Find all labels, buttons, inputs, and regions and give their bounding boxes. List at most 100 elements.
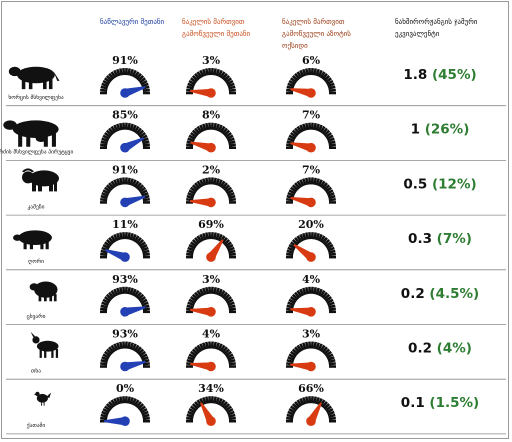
gauge-tick bbox=[296, 399, 303, 407]
gauge-tick bbox=[100, 416, 108, 421]
gauge-tick bbox=[131, 343, 137, 351]
total-number: 0.3 bbox=[408, 231, 437, 247]
gauge-tick bbox=[291, 239, 299, 246]
gauge-tick bbox=[221, 72, 228, 80]
chicken-icon-part bbox=[41, 401, 43, 406]
needle-pivot bbox=[206, 88, 216, 98]
gauge-tick bbox=[108, 237, 115, 245]
gauge-tick bbox=[108, 291, 115, 299]
gauge-tick bbox=[328, 359, 336, 364]
gauge-tick bbox=[328, 307, 336, 311]
percent-label: 66% bbox=[298, 382, 324, 395]
gauge-tick bbox=[141, 356, 149, 362]
gauge-tick bbox=[110, 289, 117, 298]
gauge-tick bbox=[116, 178, 121, 186]
gauge-tick bbox=[223, 239, 231, 246]
gauge-tick bbox=[119, 232, 123, 240]
gauge-tick bbox=[215, 397, 220, 405]
gauge-tick bbox=[187, 301, 195, 307]
gauge-tick bbox=[140, 353, 148, 359]
gauge-tick bbox=[328, 88, 336, 93]
needle-pivot bbox=[206, 307, 216, 317]
goat-icon-part bbox=[55, 348, 59, 358]
pig-icon bbox=[13, 230, 52, 250]
gauge-tick bbox=[127, 396, 131, 404]
chicken-icon-part bbox=[33, 393, 36, 396]
gauge-tick bbox=[294, 346, 301, 354]
gauge-needle bbox=[104, 417, 125, 426]
total-share: (4.5%) bbox=[429, 286, 479, 302]
gauge-tick bbox=[324, 296, 332, 303]
gauge-tick bbox=[119, 286, 123, 295]
gauge-tick bbox=[223, 403, 231, 410]
gauge-tick bbox=[186, 249, 194, 254]
total-value: 0.2 (4.5%) bbox=[401, 286, 479, 302]
gauge-tick bbox=[227, 410, 235, 416]
gauge-tick bbox=[219, 71, 226, 79]
gauge-tick bbox=[129, 68, 134, 77]
gauge-tick bbox=[319, 344, 326, 352]
gauge-tick bbox=[100, 197, 108, 202]
gauge-tick bbox=[326, 298, 334, 305]
gauge-tick bbox=[319, 289, 326, 298]
gauge-tick bbox=[205, 122, 209, 131]
buffalo-icon-part bbox=[38, 182, 42, 192]
gauge-tick bbox=[328, 85, 336, 90]
beef-cattle-icon-part bbox=[28, 78, 33, 90]
buffalo-icon-part bbox=[32, 182, 36, 192]
needle-pivot bbox=[306, 361, 316, 372]
gauge-tick bbox=[100, 413, 108, 418]
gauge-tick bbox=[104, 77, 112, 84]
gauge-tick bbox=[217, 179, 223, 187]
dairy-cattle-icon-part bbox=[26, 133, 31, 147]
gauge-tick bbox=[294, 401, 301, 409]
gauge-tick bbox=[205, 68, 209, 76]
gauge-tick bbox=[224, 241, 232, 248]
gauge-tick bbox=[228, 249, 236, 254]
gauge-tick bbox=[131, 288, 137, 297]
gauge-tick bbox=[228, 359, 236, 364]
gauge-tick bbox=[221, 127, 228, 135]
animal-label: ქათამი bbox=[27, 422, 46, 429]
gauge-tick bbox=[287, 246, 295, 252]
buffalo-icon bbox=[22, 168, 59, 192]
pig-icon-part bbox=[18, 230, 52, 246]
gauge: 8% bbox=[186, 109, 236, 153]
dairy-cattle-icon-part bbox=[3, 120, 17, 130]
gauge-tick bbox=[291, 293, 299, 301]
gauge-tick bbox=[140, 298, 148, 305]
gauge-tick bbox=[113, 69, 119, 78]
gauge-tick bbox=[326, 408, 334, 414]
gauge-tick bbox=[287, 191, 295, 197]
gauge-needle bbox=[190, 362, 212, 371]
gauge-tick bbox=[228, 416, 236, 421]
gauge-tick bbox=[228, 362, 236, 366]
gauge-tick bbox=[140, 189, 148, 195]
gauge-tick bbox=[202, 287, 207, 296]
gauge-tick bbox=[141, 82, 149, 88]
gauge-tick bbox=[213, 341, 217, 350]
gauge-tick bbox=[100, 88, 108, 93]
gauge-tick bbox=[104, 296, 112, 303]
gauge-tick bbox=[328, 197, 336, 202]
gauge-tick bbox=[286, 249, 294, 254]
gauge-tick bbox=[323, 74, 331, 82]
gauge-tick bbox=[299, 343, 305, 351]
gauge-tick bbox=[105, 293, 113, 301]
gauge-tick bbox=[215, 342, 220, 350]
percent-label: 11% bbox=[112, 218, 138, 231]
gauge-tick bbox=[101, 191, 109, 197]
gauge-needle bbox=[290, 142, 312, 152]
gauge-tick bbox=[186, 359, 194, 364]
sheep-icon bbox=[29, 281, 58, 302]
beef-cattle-icon bbox=[8, 66, 60, 90]
gauge-tick bbox=[141, 191, 149, 197]
header-low-cost-meat: ნაკელის მართვით გამოწვეული მეთანი bbox=[182, 18, 251, 38]
gauge-tick bbox=[105, 129, 113, 137]
gauge-tick bbox=[213, 286, 217, 295]
gauge-tick bbox=[186, 252, 194, 257]
gauge-tick bbox=[142, 416, 150, 421]
gauge-tick bbox=[188, 79, 196, 86]
